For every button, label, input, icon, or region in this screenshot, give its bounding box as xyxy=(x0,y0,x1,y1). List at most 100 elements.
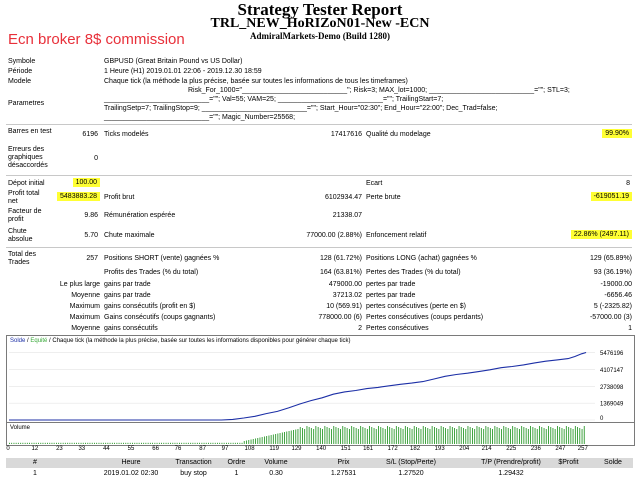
volume-bar xyxy=(579,428,581,444)
volume-bar xyxy=(557,426,558,444)
volume-bar xyxy=(548,426,549,444)
volume-bar xyxy=(472,428,473,444)
volume-bar xyxy=(270,435,272,444)
volume-bar xyxy=(261,437,263,444)
volume-bar xyxy=(418,428,420,444)
max-cons-win-label: gains consécutifs (profit en $) xyxy=(104,303,196,310)
volume-bar xyxy=(100,442,102,444)
y-tick-label: 1369049 xyxy=(600,402,624,408)
volume-bar xyxy=(123,442,124,444)
volume-bar xyxy=(9,442,10,444)
table-header-cell: Ordre xyxy=(227,459,246,466)
volume-bar xyxy=(319,428,321,444)
volume-bar xyxy=(109,442,111,444)
win-trades-value: 164 (63.81%) xyxy=(319,269,362,276)
table-header-cell: # xyxy=(33,459,37,466)
volume-bar xyxy=(275,434,277,444)
volume-bar xyxy=(26,442,28,444)
volume-bar xyxy=(523,427,525,444)
volume-bar xyxy=(342,426,344,444)
volume-bar xyxy=(581,429,583,444)
volume-bar xyxy=(530,426,531,444)
volume-bar xyxy=(328,428,330,444)
table-header-cell: Heure xyxy=(121,459,141,466)
volume-bar xyxy=(196,442,198,444)
volume-bar xyxy=(67,442,69,444)
volume-bar xyxy=(483,429,485,444)
x-tick-label: 119 xyxy=(269,446,279,452)
dd-rel-value: 22.86% (2497.11) xyxy=(520,230,632,239)
volume-bar xyxy=(20,442,22,444)
volume-bar xyxy=(467,426,469,444)
volume-bar xyxy=(181,442,183,444)
x-tick-label: 247 xyxy=(555,446,566,452)
chart-plot: 5476196 4107147 2738098 1369049 0 xyxy=(9,351,624,422)
volume-bar xyxy=(545,429,547,444)
table-header-cell: S/L (Stop/Perte) xyxy=(386,459,436,466)
volume-bar xyxy=(445,428,446,444)
avg-cons-loss-label: Pertes consécutives xyxy=(366,325,429,332)
volume-bar xyxy=(360,426,362,444)
x-tick-label: 193 xyxy=(434,446,445,452)
max-cons-lossamt-label: Pertes consécutives (coups perdants) xyxy=(366,314,484,321)
params-line-4: ___________________________=""; Magic_Nu… xyxy=(104,114,296,121)
volume-bar xyxy=(272,434,274,444)
volume-label: Volume xyxy=(10,425,31,431)
volume-plot xyxy=(9,426,585,444)
volume-bar xyxy=(337,428,339,444)
table-cell: 2019.01.02 02:30 xyxy=(103,470,159,477)
volume-bar xyxy=(369,426,370,444)
volume-bar xyxy=(574,426,576,444)
volume-bar xyxy=(264,436,265,444)
volume-bar xyxy=(56,442,57,444)
volume-bar xyxy=(536,429,538,444)
table-cell: 0.30 xyxy=(269,470,283,477)
volume-bar xyxy=(71,442,73,444)
volume-bar xyxy=(395,426,397,444)
volume-bar xyxy=(138,442,140,444)
x-tick-label: 214 xyxy=(481,446,492,452)
volume-bar xyxy=(205,442,207,444)
table-header-cell: T/P (Prendre/profit) xyxy=(481,459,541,466)
trades-table-row[interactable]: 1 2019.01.02 02:30 buy stop 1 0.30 1.27531 1.2… xyxy=(6,469,633,479)
volume-bar xyxy=(559,427,561,444)
net-profit-label: Profit total net xyxy=(8,190,40,205)
volume-bar xyxy=(176,442,178,444)
avg-cons-loss-value: 1 xyxy=(628,325,632,332)
volume-bar xyxy=(174,442,176,444)
volume-bar xyxy=(201,442,203,444)
volume-bar xyxy=(409,428,411,444)
symbol-label: Symbole xyxy=(8,58,36,65)
volume-bar xyxy=(489,428,491,444)
volume-bar xyxy=(469,427,471,444)
volume-bar xyxy=(156,442,158,444)
volume-bar xyxy=(172,442,174,444)
volume-bar xyxy=(118,442,120,444)
report-server: AdmiralMarkets-Demo (Build 1280) xyxy=(250,31,390,41)
x-tick-label: 66 xyxy=(152,446,159,452)
gross-profit-label: Profit brut xyxy=(104,194,135,201)
volume-bar xyxy=(434,427,435,444)
volume-bar xyxy=(208,442,209,444)
volume-bar xyxy=(313,429,315,444)
volume-bar xyxy=(400,428,402,444)
avg-win-label: gains par trade xyxy=(104,292,151,299)
volume-bar xyxy=(277,433,279,444)
volume-bar xyxy=(451,427,453,444)
volume-bar xyxy=(185,442,187,444)
volume-bar xyxy=(85,442,86,444)
dd-rel-label: Enfoncement relatif xyxy=(366,232,427,239)
volume-bar xyxy=(234,442,236,444)
legend-equite: Equité xyxy=(30,338,48,344)
volume-bar xyxy=(105,442,107,444)
bars-label: Barres en test xyxy=(8,128,52,135)
volume-bar xyxy=(187,442,189,444)
bars-value: 6196 xyxy=(82,131,98,138)
volume-bar xyxy=(456,429,458,444)
volume-bar xyxy=(485,426,487,444)
trades-table-header: # Heure Transaction Ordre Volume Prix S/L (Sto… xyxy=(6,458,633,468)
volume-bar xyxy=(42,442,44,444)
deposit-label: Dépot initial xyxy=(8,180,45,187)
volume-bar xyxy=(487,427,489,444)
volume-bar xyxy=(158,442,160,444)
